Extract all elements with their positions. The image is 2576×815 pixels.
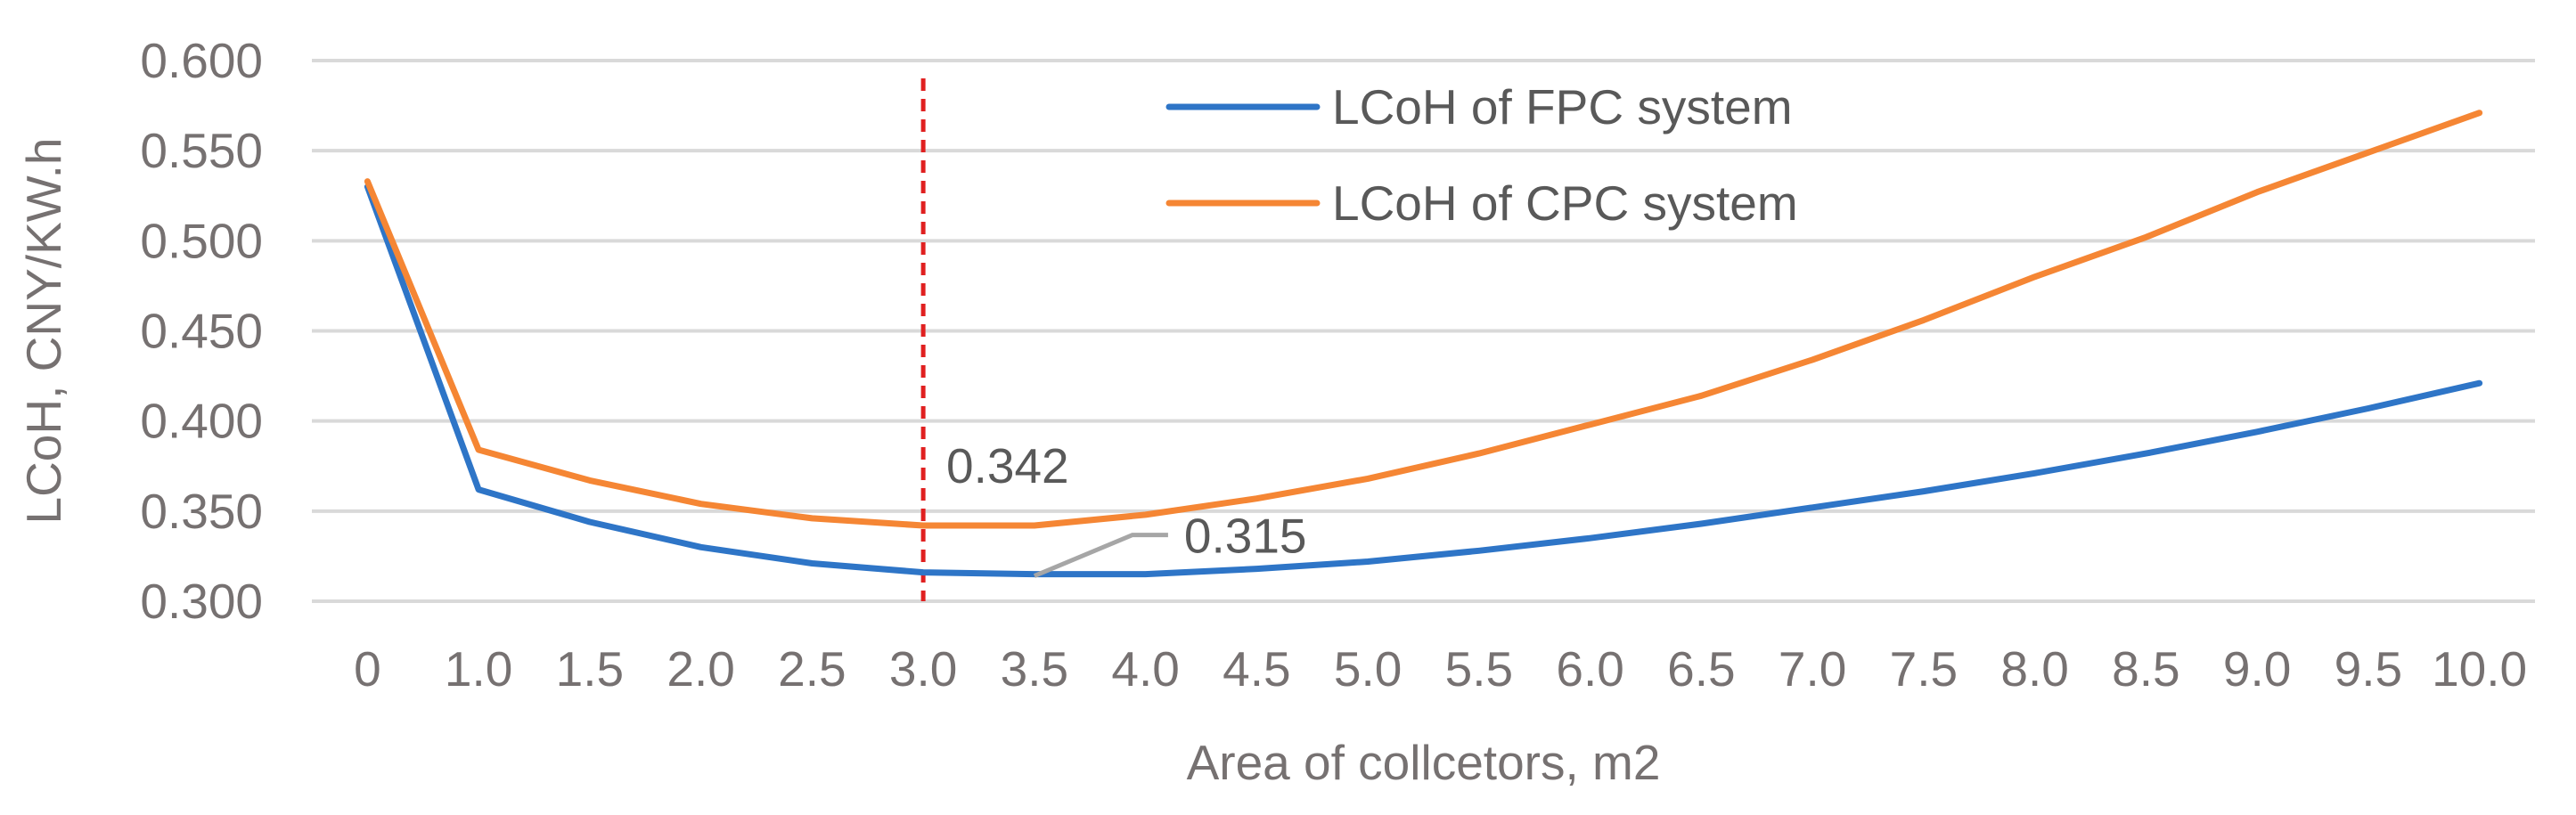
x-tick-label: 2.5 [778,641,846,697]
y-tick-label: 0.600 [140,33,263,88]
y-axis-ticks: 0.300 0.350 0.400 0.450 0.500 0.550 0.600 [140,33,263,629]
x-tick-label: 4.0 [1111,641,1179,697]
x-tick-label: 0 [354,641,381,697]
y-tick-label: 0.300 [140,574,263,629]
annotations-group: 0.342 0.315 [946,438,1307,578]
y-tick-label: 0.550 [140,123,263,178]
x-tick-label: 2.0 [666,641,734,697]
y-axis-title: LCoH, CNY/KW.h [16,137,71,524]
series-line-1 [364,110,2483,529]
x-tick-label: 9.5 [2335,641,2402,697]
x-tick-label: 6.5 [1667,641,1735,697]
legend-label: LCoH of CPC system [1332,175,1798,231]
annotation-label: 0.315 [1184,509,1307,564]
x-tick-label: 3.0 [889,641,957,697]
x-tick-label: 5.0 [1334,641,1402,697]
x-tick-label: 3.5 [1001,641,1068,697]
x-tick-label: 8.5 [2112,641,2179,697]
y-tick-label: 0.350 [140,484,263,539]
x-axis-ticks: 0 1.0 1.5 2.0 2.5 3.0 3.5 4.0 4.5 5.0 5.5 6.0 6.5 7.0… [354,641,2527,697]
y-tick-label: 0.400 [140,394,263,449]
x-axis-title: Area of collcetors, m2 [1187,735,1661,790]
series-group [364,110,2483,578]
x-tick-label: 7.0 [1779,641,1846,697]
x-tick-label: 6.0 [1556,641,1623,697]
x-tick-label: 7.5 [1890,641,1958,697]
series-line-0 [364,183,2483,578]
x-tick-label: 1.0 [445,641,512,697]
x-tick-label: 9.0 [2223,641,2291,697]
legend-label: LCoH of FPC system [1332,79,1793,134]
x-tick-label: 8.0 [2000,641,2068,697]
x-tick-label: 1.5 [556,641,624,697]
y-tick-label: 0.450 [140,304,263,359]
annotation-leader-line [1033,533,1168,578]
x-tick-label: 4.5 [1223,641,1290,697]
gridlines [312,59,2535,603]
x-tick-label: 5.5 [1445,641,1513,697]
legend: LCoH of FPC system LCoH of CPC system [1165,79,1798,231]
y-tick-label: 0.500 [140,213,263,268]
x-tick-label: 10.0 [2432,641,2527,697]
annotation-label: 0.342 [946,438,1069,493]
